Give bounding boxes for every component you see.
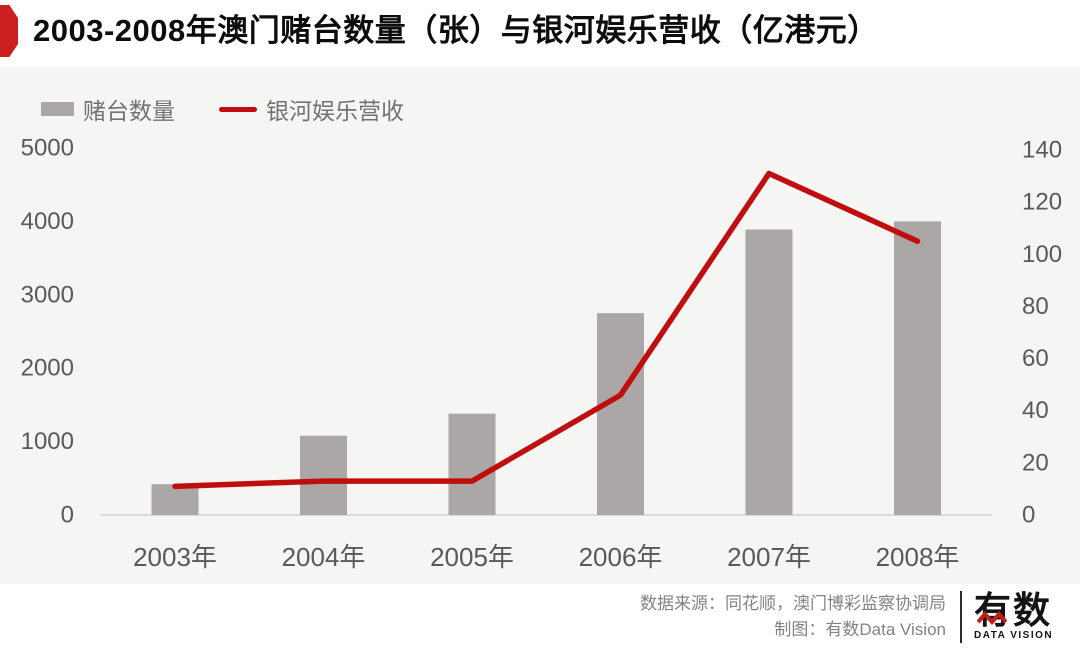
legend-label-revenue: 银河娱乐营收 bbox=[266, 98, 404, 124]
legend-item-revenue: 银河娱乐营收 bbox=[219, 92, 404, 126]
bar-swatch-icon bbox=[41, 102, 74, 116]
legend: 赌台数量 银河娱乐营收 bbox=[41, 92, 404, 126]
brand-logo-cn: 有数 bbox=[974, 592, 1068, 629]
line-swatch-icon bbox=[219, 106, 257, 112]
logo-zigzag-icon bbox=[977, 611, 1007, 625]
brand-logo: 有数 DATA VISION bbox=[974, 592, 1068, 641]
footer: 数据来源：同花顺，澳门博彩监察协调局 制图：有数Data Vision 有数 D… bbox=[0, 584, 1080, 649]
legend-item-tables: 赌台数量 bbox=[41, 92, 175, 126]
title-ribbon-icon bbox=[0, 5, 18, 57]
data-source: 数据来源：同花顺，澳门博彩监察协调局 bbox=[640, 593, 946, 613]
page-title: 2003-2008年澳门赌台数量（张）与银河娱乐营收（亿港元） bbox=[33, 13, 879, 48]
credits: 数据来源：同花顺，澳门博彩监察协调局 制图：有数Data Vision bbox=[640, 591, 946, 643]
chart-credit: 制图：有数Data Vision bbox=[774, 619, 946, 639]
chart-background bbox=[0, 67, 1080, 584]
footer-divider bbox=[960, 590, 962, 643]
legend-label-tables: 赌台数量 bbox=[83, 98, 175, 124]
brand-logo-sub: DATA VISION bbox=[974, 630, 1054, 641]
brand-logo-text: 有数 bbox=[974, 590, 1052, 631]
